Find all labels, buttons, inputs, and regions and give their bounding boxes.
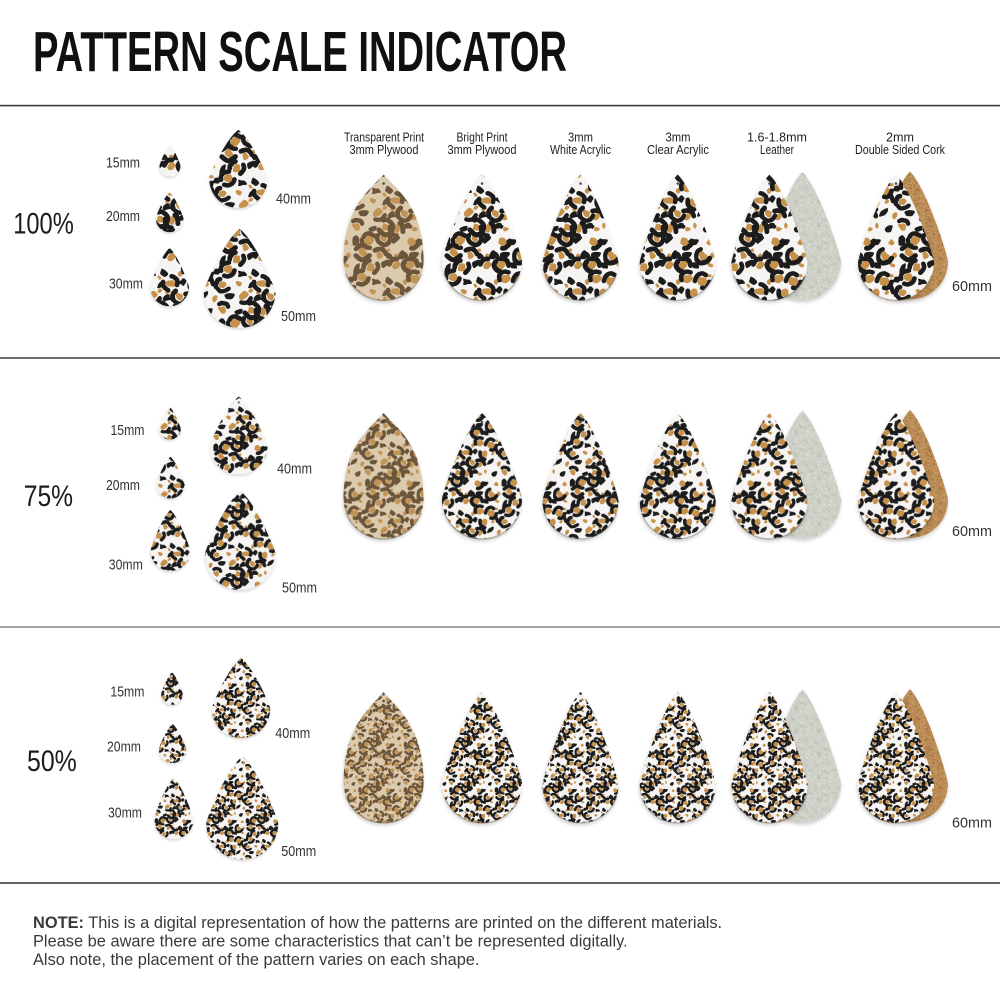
svg-text:50mm: 50mm [281,308,316,325]
svg-text:2mm: 2mm [886,131,914,145]
svg-text:15mm: 15mm [110,684,144,701]
svg-text:50mm: 50mm [282,580,317,597]
svg-text:50mm: 50mm [281,843,316,860]
svg-text:Bright Print: Bright Print [457,131,508,145]
svg-text:60mm: 60mm [952,523,992,540]
svg-text:PATTERN SCALE INDICATOR: PATTERN SCALE INDICATOR [33,20,567,84]
svg-text:1.6-1.8mm: 1.6-1.8mm [747,131,807,145]
svg-text:Double Sided Cork: Double Sided Cork [855,143,946,157]
svg-text:NOTE: This is a digital repres: NOTE: This is a digital representation o… [33,914,722,932]
svg-text:3mm Plywood: 3mm Plywood [350,143,419,157]
svg-text:60mm: 60mm [952,815,992,832]
svg-text:60mm: 60mm [952,278,992,295]
svg-text:40mm: 40mm [275,725,310,742]
svg-text:Also note, the placement of th: Also note, the placement of the pattern … [33,951,479,969]
svg-text:Clear Acrylic: Clear Acrylic [647,143,709,157]
svg-text:40mm: 40mm [277,461,312,478]
svg-text:15mm: 15mm [111,422,145,439]
svg-text:3mm: 3mm [666,131,691,145]
svg-text:30mm: 30mm [109,557,143,574]
svg-text:75%: 75% [24,480,73,513]
svg-text:15mm: 15mm [106,155,140,172]
svg-text:3mm: 3mm [568,131,593,145]
svg-text:50%: 50% [27,745,77,778]
svg-text:3mm Plywood: 3mm Plywood [448,143,517,157]
svg-text:Leather: Leather [760,143,794,157]
svg-text:30mm: 30mm [109,276,143,293]
svg-text:20mm: 20mm [106,208,140,225]
svg-text:Please be aware there are some: Please be aware there are some character… [33,933,628,951]
svg-text:30mm: 30mm [108,805,142,822]
svg-text:20mm: 20mm [107,739,141,756]
svg-text:20mm: 20mm [106,477,140,494]
svg-text:40mm: 40mm [276,191,311,208]
svg-text:Transparent Print: Transparent Print [344,131,424,145]
svg-text:White Acrylic: White Acrylic [550,143,611,157]
svg-text:100%: 100% [13,207,74,240]
